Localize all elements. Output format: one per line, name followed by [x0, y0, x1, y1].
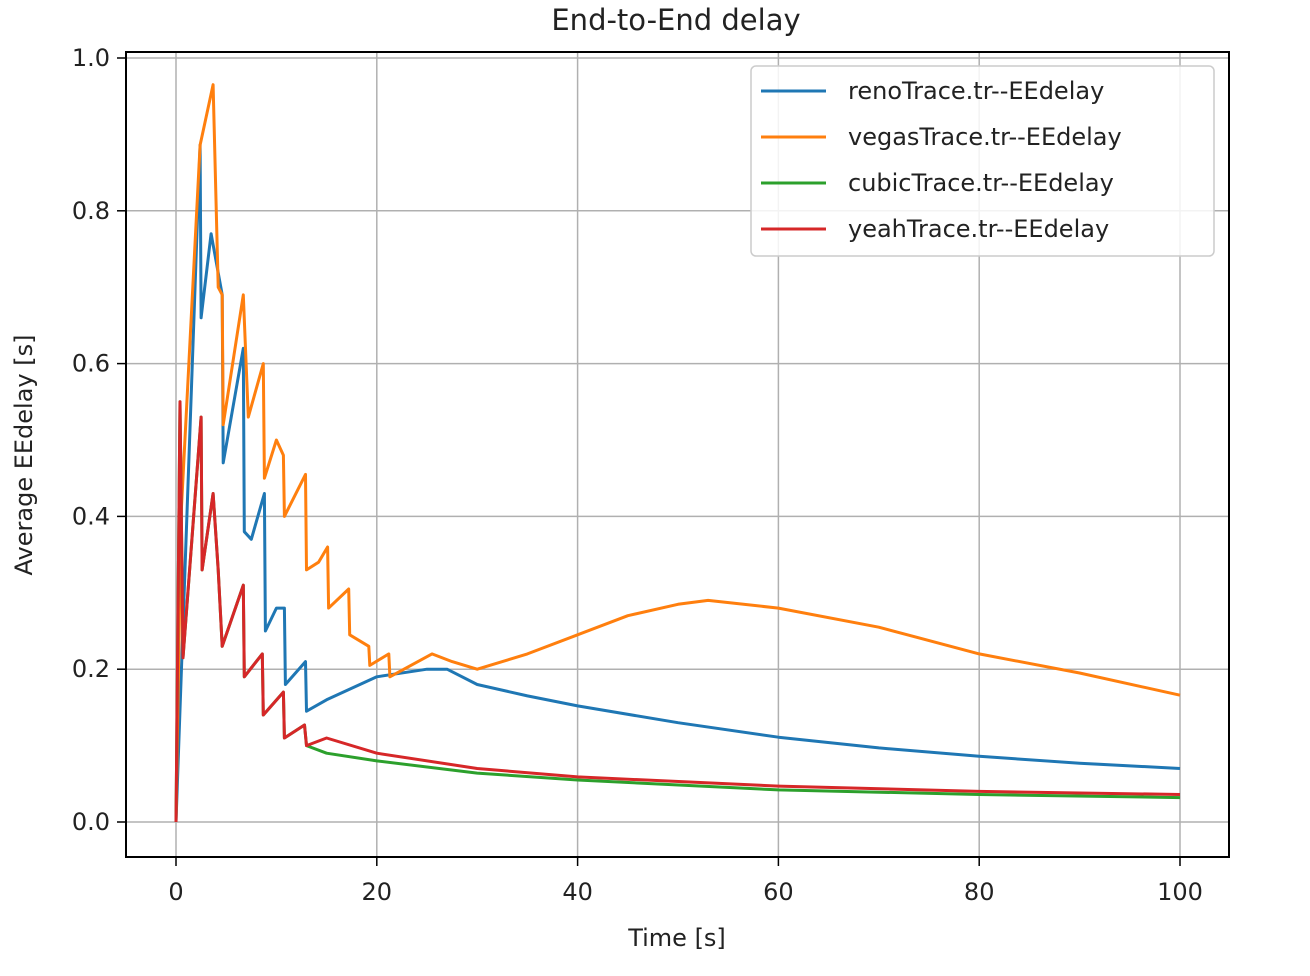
legend-label-cubic: cubicTrace.tr--EEdelay: [848, 169, 1114, 197]
y-tick-label: 0.4: [72, 502, 110, 530]
series-lines: [174, 83, 1181, 823]
legend-frame: [750, 65, 1215, 257]
x-axis-ticks: 0 20 40 60 80 100: [168, 857, 1203, 906]
y-tick-label: 1.0: [72, 44, 110, 72]
series-line-vegas: [174, 83, 1181, 823]
x-tick-label: 80: [964, 878, 995, 906]
plot-frame: [125, 51, 1230, 858]
y-tick-label: 0.8: [72, 197, 110, 225]
x-tick-label: 20: [362, 878, 393, 906]
legend-label-vegas: vegasTrace.tr--EEdelay: [848, 123, 1122, 151]
y-axis-ticks: 0.0 0.2 0.4 0.6 0.8 1.0: [72, 44, 126, 836]
series-line-yeah: [174, 400, 1181, 823]
x-tick-label: 0: [168, 878, 183, 906]
legend: renoTrace.tr--EEdelay vegasTrace.tr--EEde…: [750, 65, 1215, 257]
y-axis-label: Average EEdelay [s]: [10, 335, 38, 576]
x-axis-label: Time [s]: [627, 924, 726, 952]
chart-title: End-to-End delay: [551, 3, 800, 37]
y-tick-label: 0.0: [72, 808, 110, 836]
legend-label-reno: renoTrace.tr--EEdelay: [848, 77, 1104, 105]
x-tick-label: 100: [1157, 878, 1203, 906]
y-tick-label: 0.2: [72, 655, 110, 683]
legend-label-yeah: yeahTrace.tr--EEdelay: [848, 215, 1109, 243]
x-tick-label: 40: [562, 878, 593, 906]
y-tick-label: 0.6: [72, 350, 110, 378]
x-tick-label: 60: [763, 878, 794, 906]
